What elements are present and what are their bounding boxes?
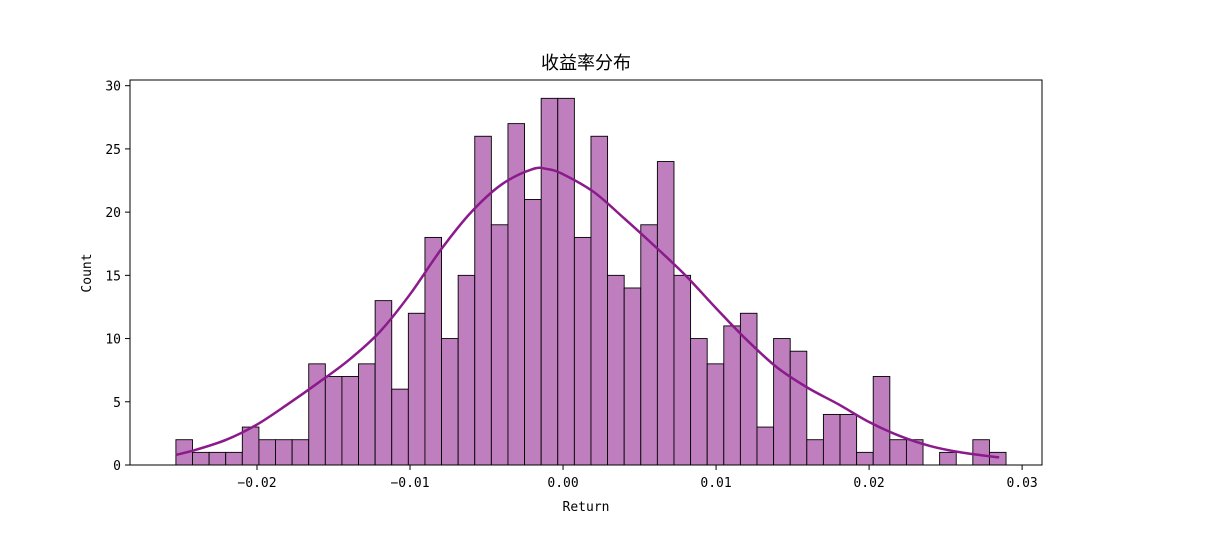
histogram-bar: [690, 338, 708, 466]
plot-frame: [129, 79, 1043, 466]
y-tick-label: 10: [105, 333, 121, 348]
histogram-bar: [673, 274, 692, 466]
histogram-bar: [656, 161, 675, 466]
chart-title: 收益率分布: [541, 53, 631, 74]
histogram-bar: [723, 325, 741, 466]
histogram-bar: [424, 236, 442, 466]
histogram-bar: [474, 135, 492, 466]
histogram-bar: [590, 135, 609, 466]
histogram-bar: [291, 439, 310, 466]
y-tick-label: 5: [113, 396, 121, 411]
histogram-bar: [524, 199, 542, 466]
histogram-bar: [939, 451, 957, 466]
histogram-bar: [889, 439, 907, 466]
histogram-bar: [988, 451, 1007, 466]
y-tick-label: 15: [105, 269, 121, 284]
histogram-bar: [391, 388, 409, 466]
histogram-bar: [756, 426, 775, 466]
histogram-bar: [789, 350, 808, 466]
histogram-bar: [773, 338, 791, 466]
histogram-bar: [441, 338, 459, 466]
histogram-bar: [557, 97, 575, 466]
histogram-bar: [324, 376, 343, 466]
y-tick-label: 30: [105, 80, 121, 95]
kde-line: [175, 166, 1000, 459]
histogram-bar: [457, 274, 476, 466]
x-tick-label: −0.02: [237, 476, 276, 491]
x-tick-label: 0.00: [547, 476, 578, 491]
histogram-bar: [241, 426, 260, 466]
histogram-bar: [275, 439, 293, 466]
histogram-bar: [192, 451, 210, 466]
x-tick-label: 0.01: [700, 476, 731, 491]
histogram-bars: [175, 97, 1007, 466]
histogram-bar: [407, 312, 426, 466]
x-axis-label: Return: [563, 500, 610, 515]
histogram-bar: [972, 439, 990, 466]
histogram-bar: [258, 439, 276, 466]
y-tick-label: 20: [105, 206, 121, 221]
histogram-bar: [358, 363, 376, 466]
histogram-bar: [341, 376, 359, 466]
histogram-bar: [540, 97, 559, 466]
histogram-bar: [208, 451, 227, 466]
x-tick-label: 0.02: [853, 476, 884, 491]
histogram-bar: [623, 287, 642, 466]
histogram-bar: [573, 236, 592, 466]
histogram-bar: [706, 363, 725, 466]
histogram-bar: [607, 274, 625, 466]
y-axis-label: Count: [80, 253, 95, 292]
x-axis-ticks: −0.02 −0.01 0.00 0.01 0.02 0.03: [237, 465, 1038, 491]
histogram-bar: [490, 224, 509, 466]
histogram-bar: [872, 376, 891, 466]
y-tick-label: 0: [113, 459, 121, 474]
y-axis-ticks: 0 5 10 15 20 25 30: [105, 80, 130, 474]
x-tick-label: −0.01: [390, 476, 429, 491]
histogram-bar: [839, 413, 858, 466]
histogram-bar: [374, 300, 393, 466]
x-tick-label: 0.03: [1006, 476, 1037, 491]
histogram-bar: [822, 413, 841, 466]
histogram-bar: [856, 451, 874, 466]
y-tick-label: 25: [105, 143, 121, 158]
histogram-bar: [225, 451, 243, 466]
histogram-bar: [806, 439, 824, 466]
histogram-bar: [640, 224, 658, 466]
